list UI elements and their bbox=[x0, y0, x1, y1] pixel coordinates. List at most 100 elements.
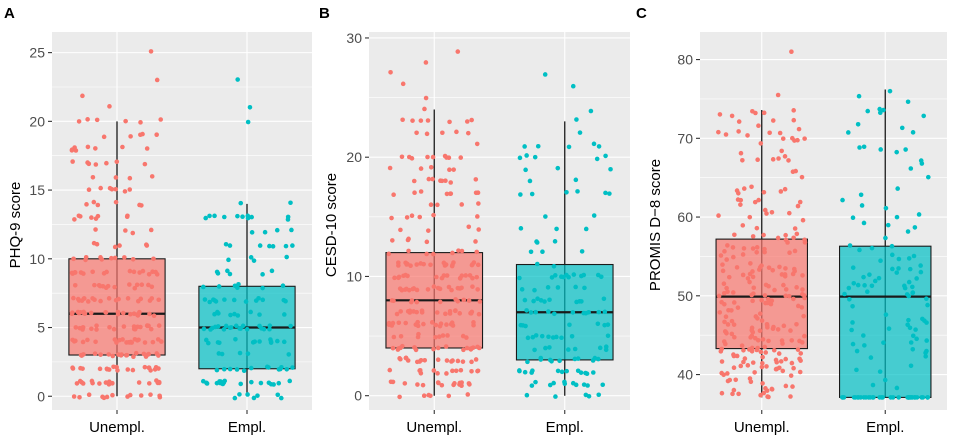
panel-b-empl-point bbox=[551, 264, 557, 269]
panel-b-unempl-point bbox=[424, 251, 429, 257]
panel-b-empl-point bbox=[517, 155, 523, 161]
panel-b-empl-point bbox=[533, 309, 538, 315]
panel-a-empl-point bbox=[247, 104, 253, 110]
panel-c-empl-point bbox=[905, 99, 911, 105]
panel-c-empl-point bbox=[849, 327, 854, 333]
panel-b-empl-point bbox=[582, 285, 587, 291]
panel-b-unempl-point bbox=[447, 167, 452, 173]
panel-b-empl-point bbox=[575, 189, 580, 194]
panel-c-unempl-point bbox=[749, 333, 755, 339]
panel-a-empl-point bbox=[201, 326, 207, 332]
panel-b-unempl-point bbox=[409, 156, 415, 161]
panel-b-unempl-point bbox=[435, 380, 441, 385]
panel-a-empl-point bbox=[282, 312, 287, 317]
panel-a-unempl-point bbox=[127, 282, 132, 287]
panel-b-empl-point bbox=[608, 166, 613, 172]
panel-c-empl-point bbox=[905, 229, 911, 234]
panel-c-empl-point bbox=[908, 166, 914, 171]
panel-b-y-tick-label: 20 bbox=[346, 149, 362, 165]
panel-c-unempl-point bbox=[754, 225, 760, 231]
panel-c-empl-point bbox=[918, 269, 924, 275]
panel-c-empl-point bbox=[850, 265, 856, 270]
panel-a-unempl-point bbox=[85, 117, 90, 122]
panel-b-unempl-point bbox=[415, 382, 420, 387]
panel-c-y-tick-label: 80 bbox=[677, 52, 693, 68]
panel-a-unempl-point bbox=[113, 175, 119, 180]
panel-a-unempl-point bbox=[134, 282, 140, 288]
panel-b-empl-point bbox=[583, 226, 589, 232]
panel-a-empl-point bbox=[270, 244, 276, 249]
panel-a-unempl-point bbox=[80, 325, 86, 330]
panel-b-empl-point bbox=[555, 165, 561, 171]
panel-a-y-tick-label: 10 bbox=[29, 251, 45, 267]
panel-b-unempl-point bbox=[459, 202, 465, 207]
panel-a-empl-point bbox=[259, 326, 264, 331]
panel-b-empl-point bbox=[524, 308, 529, 313]
panel-c-unempl-point bbox=[765, 325, 770, 330]
panel-c-unempl-point bbox=[764, 364, 769, 369]
panel-b-empl-point bbox=[559, 369, 565, 375]
panel-b-unempl-point bbox=[445, 333, 450, 338]
panel-c-unempl-point bbox=[779, 148, 784, 154]
panel-c-unempl-point bbox=[752, 370, 757, 375]
panel-b-unempl-point bbox=[421, 321, 426, 327]
panel-c-unempl-point bbox=[722, 319, 727, 325]
panel-c-empl-point bbox=[919, 161, 925, 166]
panel-c-unempl-point bbox=[787, 250, 792, 255]
panel-b-empl-point bbox=[547, 297, 552, 303]
panel-b-empl-point bbox=[577, 299, 582, 304]
panel-c-empl-point bbox=[846, 130, 851, 135]
panel-a-empl-point bbox=[232, 395, 238, 401]
panel-c-unempl-point bbox=[777, 130, 783, 136]
panel-a-y-tick-label: 25 bbox=[29, 45, 45, 61]
panel-a-unempl-point bbox=[137, 309, 142, 315]
panel-a-unempl-point bbox=[119, 352, 124, 357]
panel-a-empl-point bbox=[221, 366, 227, 372]
panel-c-unempl-point bbox=[800, 287, 805, 292]
panel-a-empl-point bbox=[215, 271, 221, 276]
panel-c-unempl-point bbox=[775, 235, 781, 241]
panel-c-empl-point bbox=[907, 325, 913, 331]
panel-a-unempl-point bbox=[97, 381, 102, 386]
panel-b-unempl-point bbox=[428, 262, 433, 268]
panel-b-empl-point bbox=[517, 368, 522, 373]
panel-c-empl-point bbox=[924, 320, 929, 325]
panel-c-unempl-point bbox=[802, 237, 807, 243]
panel-c-unempl-point bbox=[792, 226, 798, 231]
panel-b-empl-point bbox=[583, 392, 589, 398]
panel-b-empl-point bbox=[545, 285, 551, 290]
panel-b-empl-point bbox=[543, 214, 548, 219]
panel-b-empl-point bbox=[519, 287, 525, 292]
panel-b-unempl-point bbox=[423, 60, 429, 65]
panel-c-empl-point bbox=[847, 243, 853, 248]
panel-a-unempl-point bbox=[70, 365, 75, 370]
panel-b-empl-point bbox=[572, 346, 578, 352]
panel-a-unempl-point bbox=[77, 394, 82, 400]
panel-a-empl-point bbox=[212, 311, 217, 317]
panel-b-unempl-point bbox=[389, 215, 394, 221]
panel-b-empl-point bbox=[564, 368, 569, 374]
panel-c-empl-point bbox=[910, 284, 915, 290]
panel-c-unempl-point bbox=[738, 202, 743, 207]
panel-b-empl-point bbox=[595, 321, 601, 327]
panel-c-unempl-point bbox=[783, 356, 789, 362]
panel-a-y-tick-label: 15 bbox=[29, 182, 45, 198]
panel-b-unempl-point bbox=[398, 227, 403, 233]
panel-c-empl-point bbox=[878, 147, 884, 152]
panel-c-empl-point bbox=[868, 355, 874, 360]
panel-b-empl-point bbox=[570, 310, 576, 315]
panel-a-unempl-point bbox=[91, 199, 97, 205]
panel-c-unempl-point bbox=[761, 189, 767, 195]
panel-a-unempl-point bbox=[98, 298, 103, 304]
panel-c-unempl-point bbox=[725, 322, 731, 327]
panel-b-empl-point bbox=[567, 322, 572, 328]
panel-c-unempl-point bbox=[771, 347, 777, 353]
panel-a-unempl-point bbox=[144, 146, 150, 151]
panel-b-unempl-point bbox=[476, 227, 482, 232]
panel-c-unempl-point bbox=[782, 186, 788, 192]
panel-c-empl-point bbox=[894, 270, 900, 275]
panel-b-empl-point bbox=[535, 296, 540, 302]
panel-b-empl-point bbox=[555, 285, 561, 290]
panel-c-unempl-point bbox=[762, 344, 768, 350]
panel-b-empl-point bbox=[570, 83, 576, 89]
